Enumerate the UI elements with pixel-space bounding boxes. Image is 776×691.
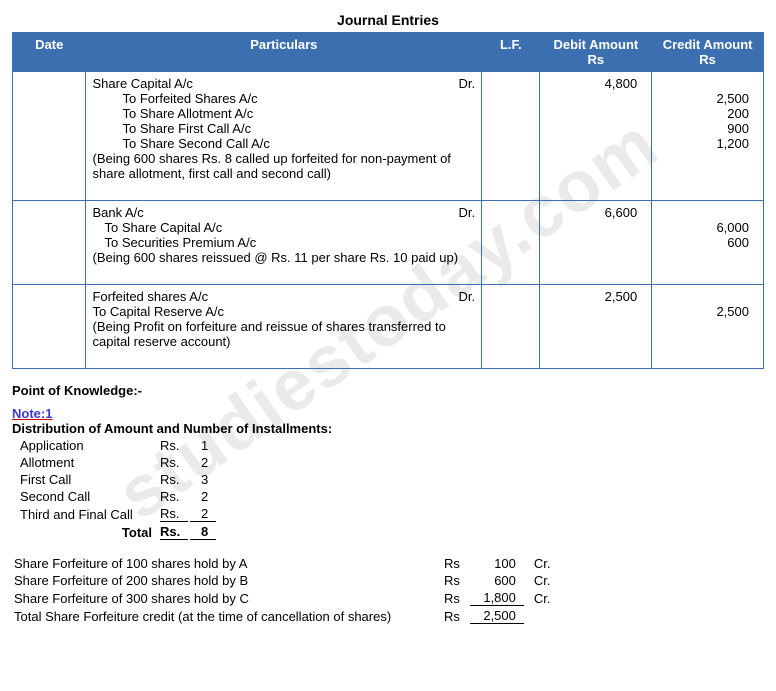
col-debit-header: Debit Amount Rs (540, 33, 652, 72)
entry-credit: 6,000600 (652, 201, 764, 285)
forf-desc: Share Forfeiture of 100 shares hold by A (14, 556, 442, 571)
col-date-header: Date (13, 33, 86, 72)
document-content: Journal Entries Date Particulars L.F. De… (12, 12, 764, 626)
entry-debit: 6,600 (540, 201, 652, 285)
distribution-row: Second CallRs.2 (20, 489, 216, 504)
entry-debit: 2,500 (540, 285, 652, 369)
forfeiture-row: Share Forfeiture of 200 shares hold by B… (14, 573, 559, 588)
dist-total-rs: Rs. (160, 524, 188, 540)
dist-rs: Rs. (160, 506, 188, 522)
forf-desc: Share Forfeiture of 300 shares hold by C (14, 590, 442, 606)
dist-val: 1 (190, 438, 216, 453)
dist-rs: Rs. (160, 489, 188, 504)
journal-table: Date Particulars L.F. Debit Amount Rs Cr… (12, 32, 764, 369)
dist-val: 2 (190, 506, 216, 522)
page-title: Journal Entries (12, 12, 764, 28)
dr-marker (447, 304, 475, 319)
particulars-line: To Share Capital A/c (92, 220, 447, 235)
entry-narration: (Being Profit on forfeiture and reissue … (92, 319, 475, 349)
forf-total-desc: Total Share Forfeiture credit (at the ti… (14, 608, 442, 624)
entry-credit: 2,5002009001,200 (652, 72, 764, 201)
note-label: Note:1 (12, 406, 52, 421)
forf-crdr: Cr. (526, 556, 559, 571)
distribution-row: ApplicationRs.1 (20, 438, 216, 453)
forf-total-amt: 2,500 (470, 608, 524, 624)
forf-amt: 100 (470, 556, 524, 571)
particulars-line: To Forfeited Shares A/c (92, 91, 447, 106)
dist-name: Allotment (20, 455, 158, 470)
particulars-line: To Share Second Call A/c (92, 136, 447, 151)
dist-rs: Rs. (160, 455, 188, 470)
dr-marker: Dr. (447, 205, 475, 220)
journal-entry-row: Bank A/cDr.To Share Capital A/cTo Securi… (13, 201, 764, 285)
col-particulars-header: Particulars (86, 33, 482, 72)
forfeiture-row: Share Forfeiture of 300 shares hold by C… (14, 590, 559, 606)
dist-name: Second Call (20, 489, 158, 504)
entry-lf (482, 285, 540, 369)
distribution-total-row: TotalRs.8 (20, 524, 216, 540)
entry-lf (482, 72, 540, 201)
particulars-line: To Share Allotment A/c (92, 106, 447, 121)
forf-rs: Rs (444, 556, 468, 571)
journal-entry-row: Forfeited shares A/cDr.To Capital Reserv… (13, 285, 764, 369)
dist-name: Application (20, 438, 158, 453)
distribution-row: AllotmentRs.2 (20, 455, 216, 470)
forf-rs: Rs (444, 573, 468, 588)
dr-marker: Dr. (447, 76, 475, 91)
dr-marker: Dr. (447, 289, 475, 304)
entry-date (13, 72, 86, 201)
particulars-line: To Share First Call A/c (92, 121, 447, 136)
dist-val: 2 (190, 455, 216, 470)
dr-marker (447, 136, 475, 151)
dr-marker (447, 106, 475, 121)
dist-val: 3 (190, 472, 216, 487)
col-credit-header: Credit Amount Rs (652, 33, 764, 72)
forf-total-crdr (526, 608, 559, 624)
particulars-line: To Capital Reserve A/c (92, 304, 447, 319)
dr-marker (447, 121, 475, 136)
entry-narration: (Being 600 shares Rs. 8 called up forfei… (92, 151, 475, 181)
dist-rs: Rs. (160, 472, 188, 487)
dr-marker (447, 91, 475, 106)
forf-desc: Share Forfeiture of 200 shares hold by B (14, 573, 442, 588)
col-lf-header: L.F. (482, 33, 540, 72)
entry-particulars: Bank A/cDr.To Share Capital A/cTo Securi… (86, 201, 482, 285)
dr-marker (447, 235, 475, 250)
forf-amt: 1,800 (470, 590, 524, 606)
dist-rs: Rs. (160, 438, 188, 453)
forf-amt: 600 (470, 573, 524, 588)
forfeiture-table: Share Forfeiture of 100 shares hold by A… (12, 554, 561, 626)
dr-marker (447, 220, 475, 235)
entry-debit: 4,800 (540, 72, 652, 201)
forfeiture-row: Share Forfeiture of 100 shares hold by A… (14, 556, 559, 571)
forfeiture-total-row: Total Share Forfeiture credit (at the ti… (14, 608, 559, 624)
forf-crdr: Cr. (526, 573, 559, 588)
pok-heading: Point of Knowledge:- (12, 383, 764, 398)
distribution-row: Third and Final CallRs.2 (20, 506, 216, 522)
entry-particulars: Forfeited shares A/cDr.To Capital Reserv… (86, 285, 482, 369)
dist-total-val: 8 (190, 524, 216, 540)
distribution-table: ApplicationRs.1AllotmentRs.2First CallRs… (18, 436, 218, 542)
particulars-line: Bank A/c (92, 205, 447, 220)
particulars-line: Forfeited shares A/c (92, 289, 447, 304)
entry-narration: (Being 600 shares reissued @ Rs. 11 per … (92, 250, 475, 265)
dist-name: First Call (20, 472, 158, 487)
entry-date (13, 201, 86, 285)
dist-val: 2 (190, 489, 216, 504)
entry-lf (482, 201, 540, 285)
forf-total-rs: Rs (444, 608, 468, 624)
dist-name: Third and Final Call (20, 506, 158, 522)
entry-particulars: Share Capital A/cDr.To Forfeited Shares … (86, 72, 482, 201)
dist-total-label: Total (20, 524, 158, 540)
entry-date (13, 285, 86, 369)
header-row: Date Particulars L.F. Debit Amount Rs Cr… (13, 33, 764, 72)
distribution-row: First CallRs.3 (20, 472, 216, 487)
distribution-heading: Distribution of Amount and Number of Ins… (12, 421, 764, 436)
particulars-line: To Securities Premium A/c (92, 235, 447, 250)
entry-credit: 2,500 (652, 285, 764, 369)
forf-crdr: Cr. (526, 590, 559, 606)
journal-entry-row: Share Capital A/cDr.To Forfeited Shares … (13, 72, 764, 201)
forf-rs: Rs (444, 590, 468, 606)
particulars-line: Share Capital A/c (92, 76, 447, 91)
